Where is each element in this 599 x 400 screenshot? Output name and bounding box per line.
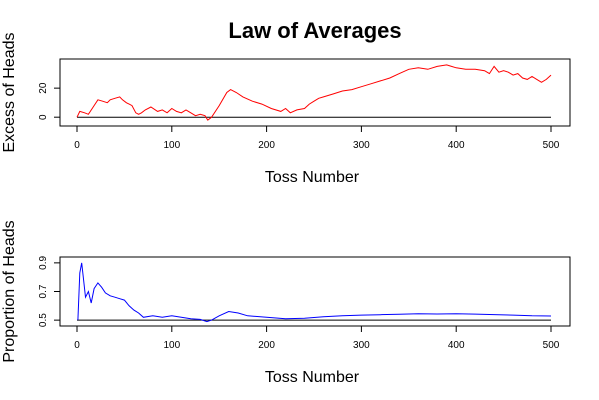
proportion-heads-series-line bbox=[77, 262, 552, 323]
excess-heads-x-tick-label: 0 bbox=[74, 140, 80, 151]
excess-heads-plot-frame bbox=[59, 58, 571, 127]
excess-heads-y-axis-label: Excess of Heads bbox=[1, 32, 18, 152]
excess-heads-series-line bbox=[76, 64, 552, 121]
excess-heads-y-tick-label: 20 bbox=[38, 82, 49, 94]
proportion-heads-plot-frame bbox=[59, 256, 571, 327]
excess-heads-y-tick-label: 0 bbox=[38, 114, 49, 120]
excess-heads-x-tick-label: 500 bbox=[543, 140, 560, 151]
proportion-heads-x-axis-label: Toss Number bbox=[265, 369, 360, 386]
proportion-heads-x-tick-label: 300 bbox=[353, 340, 370, 351]
proportion-heads-y-tick-label: 0.7 bbox=[38, 284, 49, 298]
proportion-heads-x-tick-label: 400 bbox=[448, 340, 465, 351]
proportion-heads-x-tick-label: 100 bbox=[163, 340, 180, 351]
excess-heads-x-tick-label: 300 bbox=[353, 140, 370, 151]
proportion-heads-x-tick-label: 0 bbox=[74, 340, 80, 351]
excess-heads-x-tick-label: 400 bbox=[448, 140, 465, 151]
proportion-heads-y-axis-label: Proportion of Heads bbox=[1, 220, 18, 362]
proportion-heads-panel: 0 100 200 300 400 500 0.5 0.7 0.9 Toss Number Prop… bbox=[1, 220, 571, 386]
excess-heads-x-tick-label: 200 bbox=[258, 140, 275, 151]
excess-heads-panel: 0 100 200 300 400 500 0 20 Toss Number Excess of … bbox=[1, 32, 571, 186]
proportion-heads-y-tick-label: 0.9 bbox=[38, 255, 49, 269]
figure-title: Law of Averages bbox=[228, 18, 401, 43]
excess-heads-x-tick-label: 100 bbox=[163, 140, 180, 151]
proportion-heads-y-tick-label: 0.5 bbox=[38, 313, 49, 327]
proportion-heads-x-tick-label: 200 bbox=[258, 340, 275, 351]
excess-heads-x-axis-label: Toss Number bbox=[265, 169, 360, 186]
proportion-heads-x-tick-label: 500 bbox=[543, 340, 560, 351]
